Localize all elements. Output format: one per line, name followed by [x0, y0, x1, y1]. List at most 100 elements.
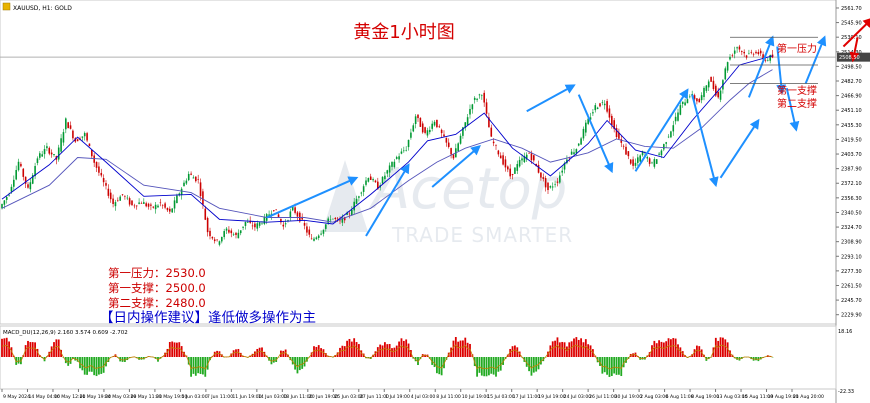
macd-bar	[658, 340, 660, 357]
candle-body	[611, 115, 613, 125]
candle-body	[124, 196, 126, 197]
candle-body	[1, 204, 3, 209]
candle-body	[121, 194, 124, 195]
macd-bar	[199, 357, 202, 374]
candle-body	[471, 104, 474, 110]
candle-body	[76, 139, 79, 142]
candle-body	[492, 141, 495, 144]
candle-body	[625, 146, 627, 155]
time-tick-label: 30 Jul 19:00	[615, 394, 643, 400]
candle-body	[308, 229, 311, 235]
macd-bar	[67, 357, 70, 366]
macd-bar	[388, 343, 391, 357]
candle-body	[343, 217, 346, 221]
candle-body	[91, 149, 93, 157]
macd-bar	[499, 357, 502, 371]
macd-scale-top: 18.16	[838, 329, 852, 335]
candle-body	[549, 186, 552, 188]
candle-body	[109, 192, 112, 200]
macd-label: MACD_DU(12,26,9) 2.160 3.574 0.609 -2.70…	[3, 330, 128, 336]
price-tick-label: 2545.90	[841, 21, 862, 27]
macd-bar	[698, 346, 701, 357]
candle-body	[603, 103, 606, 106]
macd-bar	[218, 351, 221, 357]
macd-bar	[613, 357, 616, 374]
macd-bar	[729, 350, 731, 357]
macd-bar	[216, 350, 218, 357]
candle-body	[417, 114, 419, 119]
trend-arrow	[747, 35, 775, 98]
macd-bar	[256, 348, 259, 357]
candle-body	[637, 157, 639, 163]
candle-body	[365, 180, 367, 185]
candle-body	[629, 159, 632, 164]
candle-body	[514, 167, 516, 174]
candle-body	[135, 205, 138, 207]
candle-body	[386, 170, 389, 174]
time-tick-label: 21 Aug 20:00	[793, 394, 824, 400]
macd-bar	[341, 345, 344, 357]
macd-bar	[457, 341, 460, 357]
candle-body	[509, 168, 511, 177]
macd-bar	[206, 357, 209, 370]
time-tick-label: 4 Jul 03:00	[411, 394, 436, 400]
candle-body	[660, 150, 663, 156]
macd-bar	[400, 338, 403, 357]
candle-body	[693, 95, 696, 100]
macd-bar	[317, 345, 320, 357]
candle-body	[485, 102, 488, 114]
macd-bar	[1, 338, 3, 357]
trend-arrow	[691, 94, 719, 188]
macd-bar	[3, 338, 6, 357]
candle-body	[209, 230, 211, 237]
candle-body	[540, 172, 542, 178]
time-tick-label: 18 Jun 11:00	[283, 394, 312, 400]
macd-bar	[298, 357, 301, 371]
time-tick-label: 19 Jul 19:00	[538, 394, 566, 400]
macd-bar	[724, 339, 727, 357]
candle-body	[27, 184, 29, 188]
candle-body	[452, 154, 455, 159]
candle-body	[145, 203, 147, 207]
candle-body	[173, 200, 176, 209]
trend-arrow	[719, 118, 760, 179]
candle-body	[573, 152, 575, 155]
candle-body	[748, 53, 750, 55]
candle-body	[391, 162, 393, 167]
candle-body	[729, 56, 731, 60]
candle-body	[447, 142, 450, 147]
candle-body	[403, 150, 405, 152]
trend-arrow	[266, 176, 359, 219]
candle-body	[681, 101, 684, 105]
candle-body	[372, 179, 374, 181]
candle-body	[443, 134, 445, 137]
macd-bar	[34, 342, 36, 357]
macd-bar	[601, 357, 604, 374]
candle-body	[577, 143, 580, 146]
macd-bar	[202, 357, 204, 375]
macd-bar	[431, 357, 434, 365]
candle-body	[353, 201, 355, 211]
macd-bar	[407, 343, 410, 357]
macd-bar	[700, 349, 703, 357]
candle-body	[10, 186, 13, 192]
macd-bar	[660, 341, 663, 357]
candle-body	[641, 151, 644, 156]
candle-body	[341, 217, 344, 223]
candle-body	[334, 217, 337, 219]
macd-bar	[674, 338, 677, 357]
time-tick-label: 5 Jun 03:00	[181, 394, 207, 400]
macd-bar	[376, 347, 379, 357]
macd-bar	[549, 345, 552, 357]
time-tick-label: 24 May 03:00	[105, 394, 137, 400]
candle-body	[355, 198, 358, 204]
candle-body	[677, 112, 679, 121]
macd-bar	[360, 350, 363, 357]
candle-body	[672, 125, 675, 132]
candle-body	[67, 122, 69, 129]
candle-body	[400, 151, 403, 154]
macd-bar	[190, 357, 192, 377]
macd-bar	[194, 357, 197, 376]
candle-body	[282, 224, 285, 227]
